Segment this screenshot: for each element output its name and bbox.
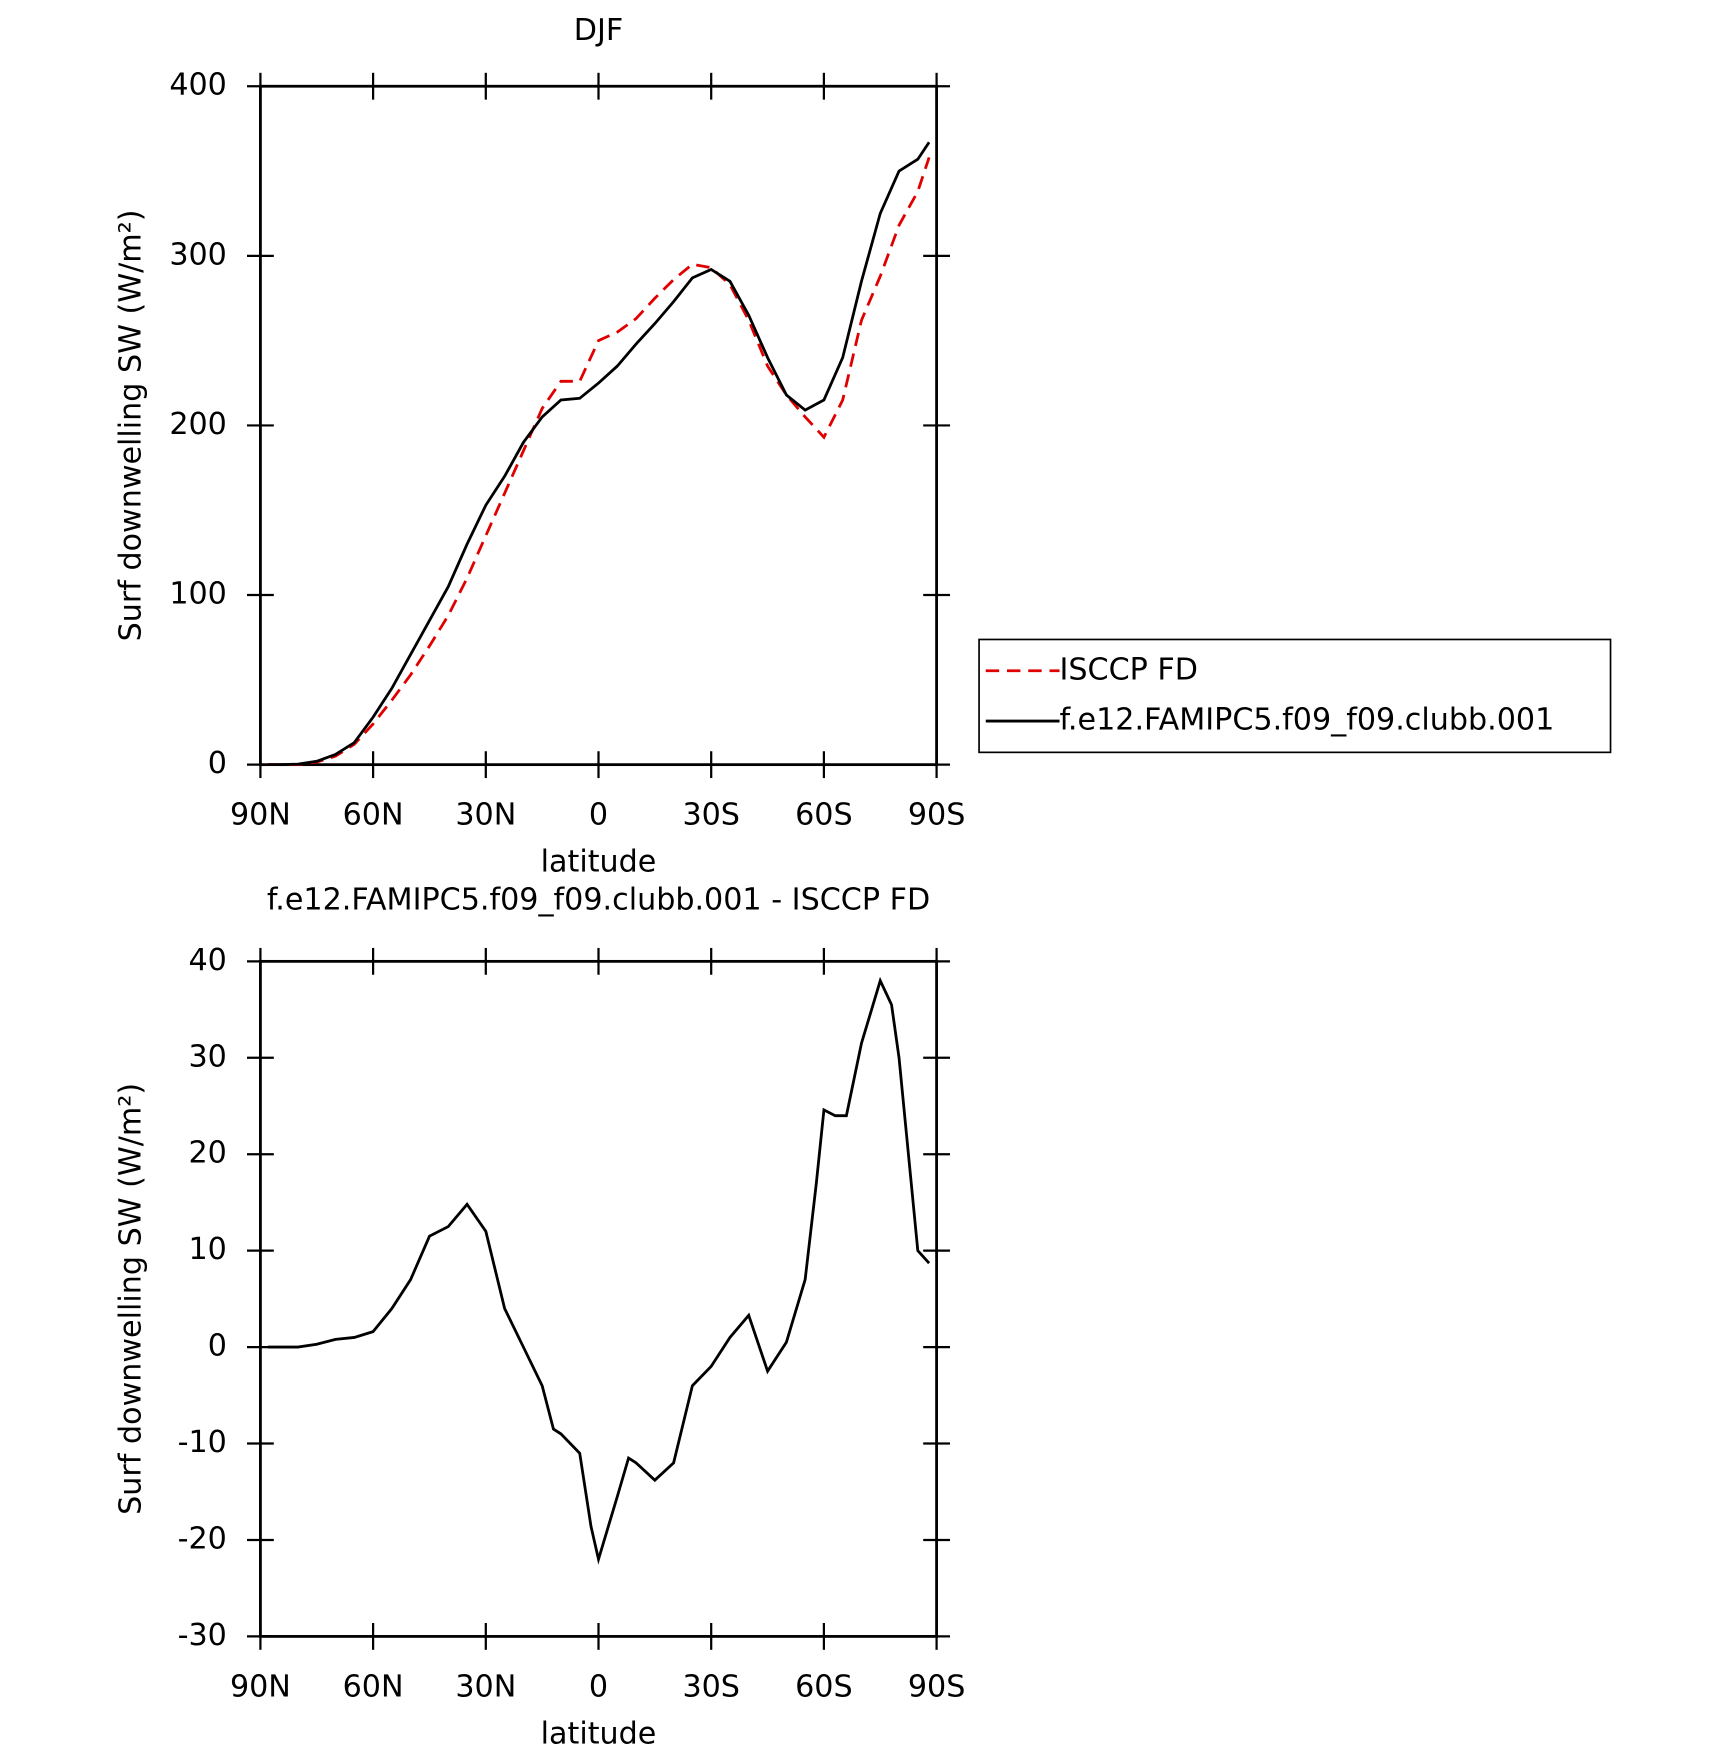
x-tick-label: 0 <box>589 798 608 833</box>
x-tick-label: 30S <box>682 1669 740 1704</box>
x-tick-label: 30N <box>455 798 516 833</box>
x-tick-label: 90N <box>230 1669 291 1704</box>
x-tick-label: 90N <box>230 798 291 833</box>
chart-title: f.e12.FAMIPC5.f09_f09.clubb.001 - ISCCP … <box>267 883 930 918</box>
y-axis-label: Surf downwelling SW (W/m²) <box>113 209 148 641</box>
y-tick-label: 100 <box>169 577 227 612</box>
y-tick-label: 400 <box>169 68 227 103</box>
x-tick-label: 90S <box>908 798 966 833</box>
y-tick-label: 0 <box>208 746 227 781</box>
y-tick-label: 30 <box>189 1039 227 1074</box>
x-axis-label: latitude <box>541 845 657 880</box>
x-tick-label: 60S <box>795 798 853 833</box>
data-line <box>267 976 931 1565</box>
y-tick-label: 10 <box>189 1232 227 1267</box>
y-tick-label: 40 <box>189 943 227 978</box>
y-tick-label: 0 <box>208 1329 227 1364</box>
y-axis-label: Surf downwelling SW (W/m²) <box>113 1083 148 1515</box>
x-tick-label: 30S <box>682 798 740 833</box>
y-tick-label: 200 <box>169 407 227 442</box>
y-tick-label: -30 <box>178 1618 227 1653</box>
y-tick-label: 20 <box>189 1136 227 1171</box>
y-tick-label: 300 <box>169 237 227 272</box>
legend-label: ISCCP FD <box>1060 652 1199 687</box>
x-tick-label: 60N <box>343 798 404 833</box>
x-tick-label: 60S <box>795 1669 853 1704</box>
legend-box <box>978 638 1612 754</box>
x-tick-label: 90S <box>908 1669 966 1704</box>
data-line <box>267 156 931 767</box>
x-tick-label: 0 <box>589 1669 608 1704</box>
chart-title: DJF <box>574 13 623 48</box>
plot-frame <box>259 84 938 767</box>
x-axis-label: latitude <box>541 1716 657 1745</box>
x-tick-label: 30N <box>455 1669 516 1704</box>
data-line <box>267 141 931 767</box>
x-tick-label: 60N <box>343 1669 404 1704</box>
y-tick-label: -20 <box>178 1521 227 1556</box>
legend-label: f.e12.FAMIPC5.f09_f09.clubb.001 <box>1060 703 1555 738</box>
plot-frame <box>259 959 938 1638</box>
y-tick-label: -10 <box>178 1425 227 1460</box>
